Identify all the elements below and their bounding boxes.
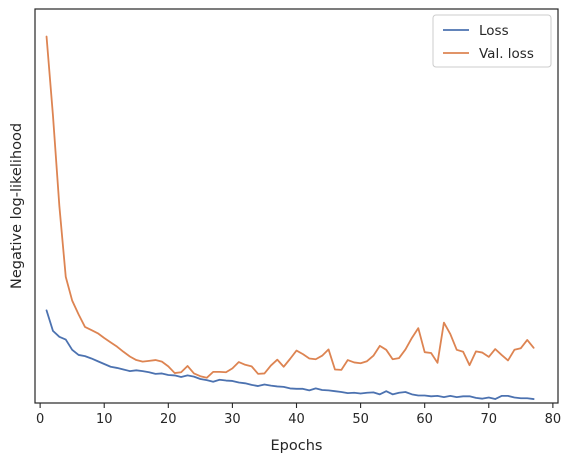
x-axis-ticks: 0 10 20 30 40 50 60 70 80	[36, 403, 561, 427]
series-layer	[45, 35, 535, 400]
legend: Loss Val. loss	[432, 14, 552, 68]
x-tick-label: 10	[96, 412, 113, 427]
series-line-val-loss	[45, 35, 535, 379]
x-tick-label: 20	[160, 412, 177, 427]
x-tick-label: 0	[36, 412, 44, 427]
y-axis-title: Negative log-likelihood	[9, 123, 25, 289]
x-tick-label: 30	[224, 412, 241, 427]
x-tick-label: 60	[416, 412, 433, 427]
series-line-loss	[45, 309, 535, 400]
x-axis-title: Epochs	[271, 438, 323, 454]
x-tick-label: 80	[545, 412, 562, 427]
x-tick-label: 70	[481, 412, 498, 427]
legend-box	[432, 14, 552, 68]
x-tick-label: 50	[352, 412, 369, 427]
legend-label: Val. loss	[479, 46, 534, 62]
x-tick-label: 40	[288, 412, 305, 427]
legend-label: Loss	[479, 23, 509, 39]
